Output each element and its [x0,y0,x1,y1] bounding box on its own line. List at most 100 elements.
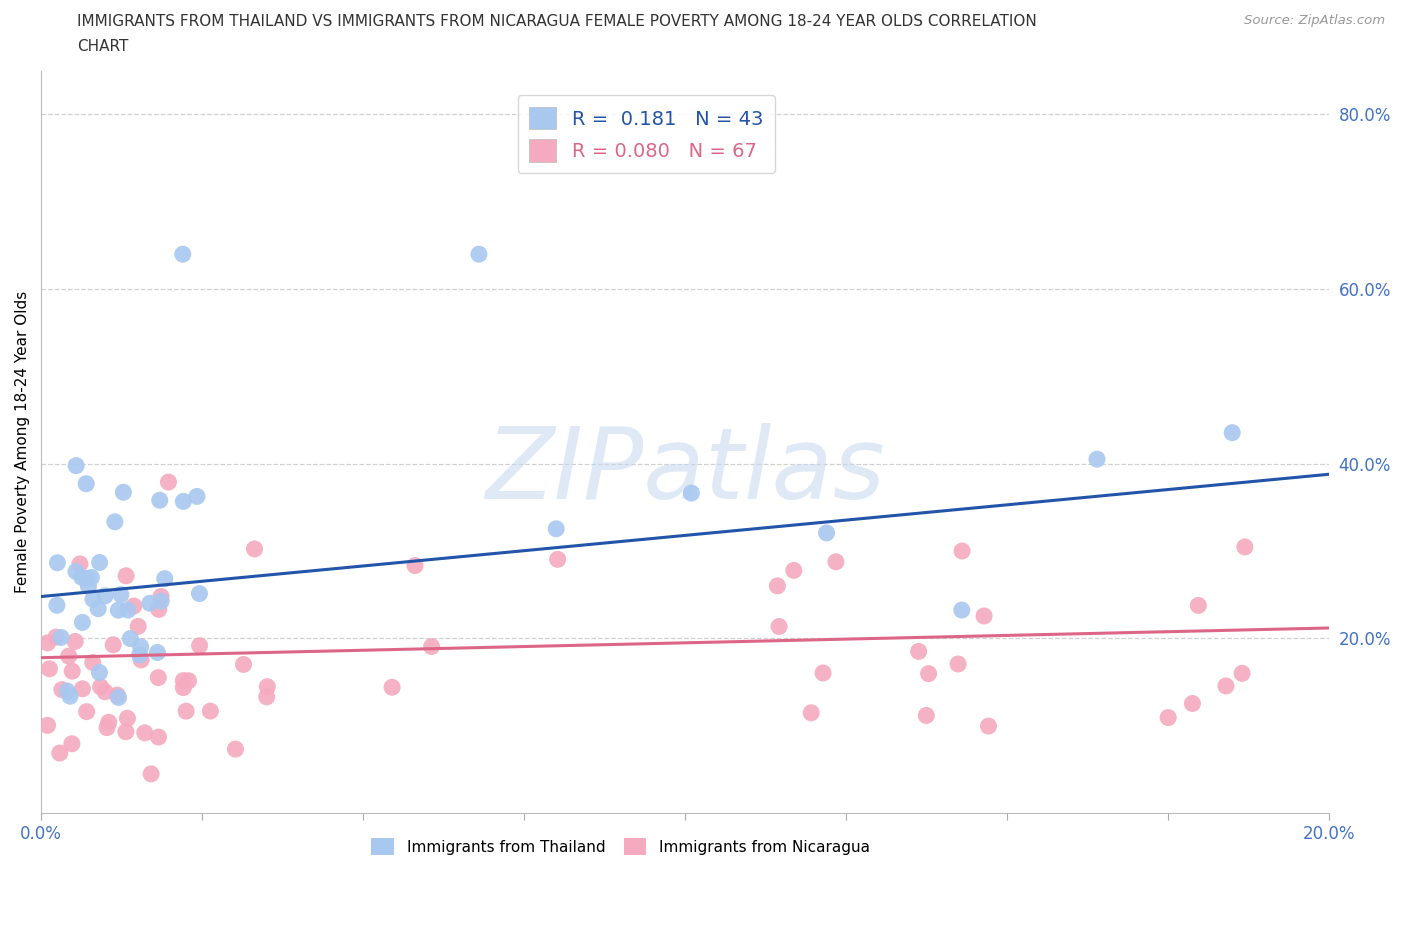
Point [107,603,129,618]
Point [139,596,162,611]
Point [65,565,87,579]
Point [950,543,973,558]
Point [825,554,848,569]
Point [800,705,823,720]
Point [117,711,139,725]
Point [172,494,194,509]
Point [381,680,404,695]
Point [232,657,254,671]
Point [917,666,939,681]
Point [950,603,973,618]
Point [256,689,278,704]
Point [128,647,150,662]
Point [1085,452,1108,467]
Point [815,525,838,540]
Point [1233,539,1256,554]
Point [51,683,73,698]
Point [63,634,86,649]
Point [110,587,132,602]
Point [129,639,152,654]
Legend: Immigrants from Thailand, Immigrants from Nicaragua: Immigrants from Thailand, Immigrants fro… [366,832,876,861]
Y-axis label: Female Poverty Among 18-24 Year Olds: Female Poverty Among 18-24 Year Olds [15,291,30,593]
Point [45,630,67,644]
Point [56,684,79,698]
Point [766,578,789,593]
Point [243,541,266,556]
Point [1220,425,1243,440]
Point [1181,696,1204,711]
Point [172,673,194,688]
Point [172,246,194,261]
Point [89,555,111,570]
Point [146,645,169,660]
Point [76,704,98,719]
Point [973,608,995,623]
Point [97,715,120,730]
Point [946,657,969,671]
Point [69,556,91,571]
Point [82,655,104,670]
Point [87,602,110,617]
Point [37,718,59,733]
Point [907,644,929,658]
Text: IMMIGRANTS FROM THAILAND VS IMMIGRANTS FROM NICARAGUA FEMALE POVERTY AMONG 18-24: IMMIGRANTS FROM THAILAND VS IMMIGRANTS F… [77,14,1038,29]
Point [783,563,806,578]
Point [224,741,246,756]
Point [148,671,170,685]
Point [139,766,162,781]
Point [681,485,703,500]
Point [94,589,117,604]
Point [1187,598,1209,613]
Point [46,555,69,570]
Point [134,725,156,740]
Point [129,653,152,668]
Point [188,586,211,601]
Point [76,571,98,586]
Point [172,680,194,695]
Point [148,730,170,745]
Point [82,591,104,606]
Point [60,737,83,751]
Point [60,664,83,679]
Point [90,679,112,694]
Point [45,598,67,613]
Point [72,615,94,630]
Point [65,458,87,473]
Point [104,514,127,529]
Point [1215,679,1237,694]
Point [120,631,142,646]
Point [115,568,138,583]
Point [468,246,491,261]
Point [38,661,60,676]
Point [150,589,173,604]
Point [59,689,82,704]
Point [107,690,129,705]
Point [105,687,128,702]
Point [112,485,135,499]
Point [117,603,139,618]
Point [70,570,93,585]
Point [115,724,138,739]
Point [37,635,59,650]
Text: CHART: CHART [77,39,129,54]
Point [75,476,97,491]
Point [58,649,80,664]
Point [148,602,170,617]
Text: ZIPatlas: ZIPatlas [485,423,884,520]
Point [768,619,790,634]
Point [157,474,180,489]
Point [150,593,173,608]
Point [404,558,426,573]
Point [547,551,569,566]
Point [94,684,117,699]
Point [256,679,278,694]
Point [186,489,208,504]
Point [101,637,124,652]
Text: Source: ZipAtlas.com: Source: ZipAtlas.com [1244,14,1385,27]
Point [96,720,118,735]
Point [122,599,145,614]
Point [80,570,103,585]
Point [977,719,1000,734]
Point [1230,666,1253,681]
Point [153,571,176,586]
